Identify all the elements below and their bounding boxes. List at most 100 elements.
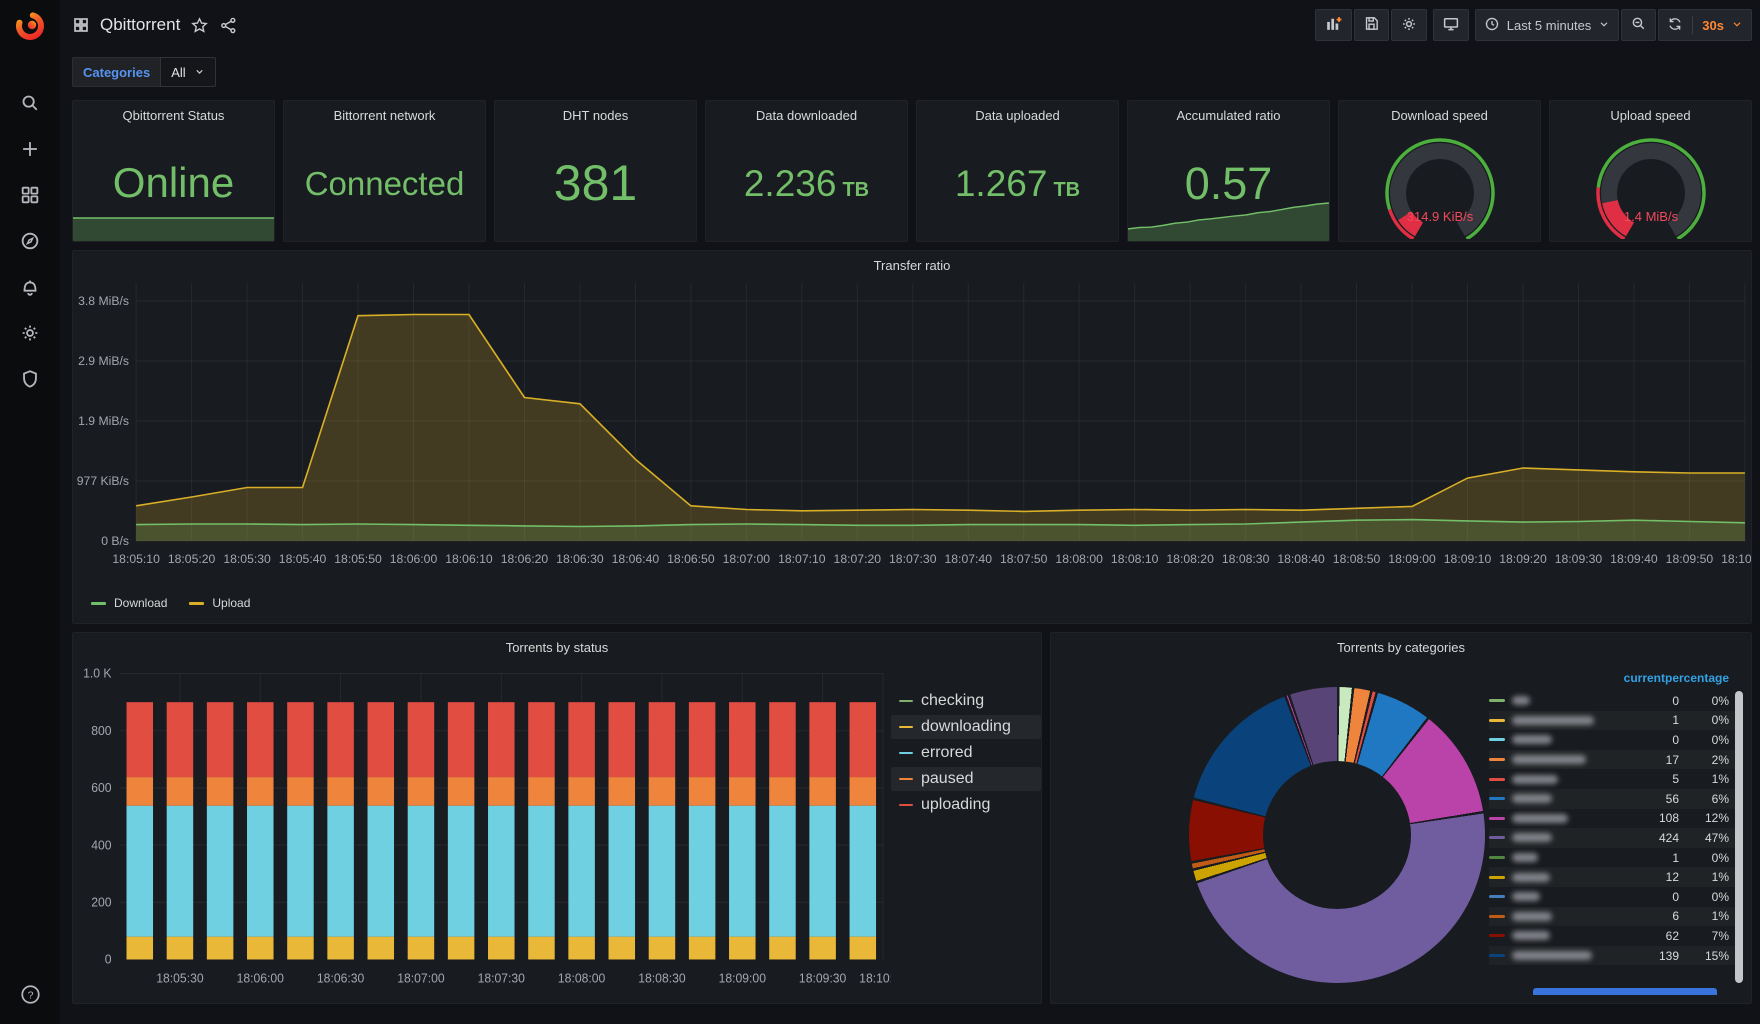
bar-segment-uploading[interactable] — [849, 702, 877, 778]
category-row[interactable]: 0 0% — [1489, 691, 1743, 711]
bar-segment-uploading[interactable] — [648, 702, 676, 778]
bar-segment-paused[interactable] — [648, 777, 676, 806]
add-panel-button[interactable] — [1314, 9, 1352, 41]
category-row[interactable]: 62 7% — [1489, 926, 1743, 946]
bar-segment-downloading[interactable] — [247, 936, 274, 960]
bar-segment-errored[interactable] — [769, 805, 796, 937]
refresh-button[interactable]: 30s — [1658, 9, 1752, 41]
bar-segment-downloading[interactable] — [126, 936, 154, 960]
bar-segment-downloading[interactable] — [166, 936, 194, 960]
bar-segment-uploading[interactable] — [608, 702, 636, 778]
sidebar-item-server-admin[interactable] — [10, 368, 50, 394]
bar-segment-downloading[interactable] — [206, 936, 234, 960]
bar-segment-paused[interactable] — [206, 777, 234, 806]
bar-segment-uploading[interactable] — [166, 702, 194, 778]
favorite-star-icon[interactable] — [190, 16, 209, 35]
bar-segment-errored[interactable] — [327, 805, 354, 937]
bar-segment-errored[interactable] — [367, 805, 395, 937]
bar-segment-uploading[interactable] — [367, 702, 395, 778]
bar-segment-errored[interactable] — [849, 805, 877, 937]
panel-title[interactable]: Data downloaded — [755, 108, 858, 123]
bar-segment-errored[interactable] — [568, 805, 595, 937]
sidebar-item-dashboards[interactable] — [10, 184, 50, 210]
table-scrollbar[interactable] — [1735, 691, 1743, 983]
panel-title[interactable]: Download speed — [1391, 108, 1488, 123]
category-row[interactable]: 6 1% — [1489, 907, 1743, 927]
category-row[interactable]: 56 6% — [1489, 789, 1743, 809]
bar-segment-paused[interactable] — [849, 777, 877, 806]
bar-segment-paused[interactable] — [247, 777, 274, 806]
panel-title[interactable]: Bittorrent network — [333, 108, 436, 123]
bar-segment-errored[interactable] — [206, 805, 234, 937]
panel-title[interactable]: Accumulated ratio — [1176, 108, 1281, 123]
bar-segment-downloading[interactable] — [648, 936, 676, 960]
bar-segment-paused[interactable] — [367, 777, 395, 806]
bar-segment-uploading[interactable] — [688, 702, 716, 778]
bar-segment-uploading[interactable] — [247, 702, 274, 778]
sidebar-item-search[interactable] — [10, 92, 50, 118]
bar-segment-downloading[interactable] — [849, 936, 877, 960]
zoom-out-button[interactable] — [1621, 9, 1657, 41]
bar-segment-paused[interactable] — [769, 777, 796, 806]
bar-segment-paused[interactable] — [287, 777, 314, 806]
share-icon[interactable] — [219, 16, 238, 35]
bar-segment-errored[interactable] — [528, 805, 555, 937]
panel-title[interactable]: Torrents by status — [505, 640, 609, 655]
legend-item-checking[interactable]: checking — [891, 689, 1041, 713]
bar-segment-downloading[interactable] — [447, 936, 475, 960]
bar-segment-errored[interactable] — [126, 805, 154, 937]
panel-title[interactable]: Torrents by categories — [1337, 640, 1465, 655]
table-bottom-scroll-indicator[interactable] — [1533, 988, 1717, 995]
bar-segment-uploading[interactable] — [769, 702, 796, 778]
bar-segment-downloading[interactable] — [407, 936, 435, 960]
sidebar-item-explore[interactable] — [10, 230, 50, 256]
category-row[interactable]: 1 0% — [1489, 848, 1743, 868]
sidebar-item-configuration[interactable] — [10, 322, 50, 348]
sidebar-item-alerting[interactable] — [10, 276, 50, 302]
category-row[interactable]: 17 2% — [1489, 750, 1743, 770]
bar-segment-paused[interactable] — [688, 777, 716, 806]
time-range-picker[interactable]: Last 5 minutes — [1474, 9, 1620, 41]
bar-segment-downloading[interactable] — [769, 936, 796, 960]
sidebar-item-help[interactable]: ? — [10, 984, 50, 1010]
dashboard-apps-icon[interactable] — [72, 16, 90, 34]
category-row[interactable]: 1 0% — [1489, 711, 1743, 731]
bar-segment-uploading[interactable] — [206, 702, 234, 778]
dashboard-settings-button[interactable] — [1390, 9, 1427, 41]
bar-segment-uploading[interactable] — [447, 702, 475, 778]
bar-segment-downloading[interactable] — [608, 936, 636, 960]
bar-segment-downloading[interactable] — [809, 936, 836, 960]
table-header-percentage[interactable]: percentage — [1665, 671, 1730, 685]
bar-segment-paused[interactable] — [528, 777, 555, 806]
grafana-logo[interactable] — [12, 8, 48, 44]
bar-segment-uploading[interactable] — [126, 702, 154, 778]
bar-segment-paused[interactable] — [126, 777, 154, 806]
bar-segment-errored[interactable] — [287, 805, 314, 937]
bar-segment-uploading[interactable] — [488, 702, 515, 778]
bar-segment-errored[interactable] — [247, 805, 274, 937]
panel-title[interactable]: Transfer ratio — [873, 258, 951, 273]
bar-segment-errored[interactable] — [447, 805, 475, 937]
cycle-view-button[interactable] — [1432, 9, 1469, 41]
bar-segment-downloading[interactable] — [688, 936, 716, 960]
bar-segment-errored[interactable] — [488, 805, 515, 937]
category-row[interactable]: 5 1% — [1489, 769, 1743, 789]
bar-segment-errored[interactable] — [608, 805, 636, 937]
bar-segment-paused[interactable] — [166, 777, 194, 806]
panel-title[interactable]: Data uploaded — [975, 108, 1060, 123]
categories-variable-label[interactable]: Categories — [72, 57, 161, 87]
panel-title[interactable]: DHT nodes — [562, 108, 629, 123]
bar-segment-uploading[interactable] — [568, 702, 595, 778]
save-dashboard-button[interactable] — [1353, 9, 1389, 41]
bar-segment-paused[interactable] — [729, 777, 756, 806]
bar-segment-downloading[interactable] — [287, 936, 314, 960]
bar-segment-uploading[interactable] — [729, 702, 756, 778]
bar-segment-errored[interactable] — [407, 805, 435, 937]
legend-item-errored[interactable]: errored — [891, 741, 1041, 765]
bar-segment-downloading[interactable] — [729, 936, 756, 960]
bar-segment-uploading[interactable] — [407, 702, 435, 778]
bar-segment-errored[interactable] — [166, 805, 194, 937]
panel-title[interactable]: Qbittorrent Status — [122, 108, 225, 123]
bar-segment-downloading[interactable] — [327, 936, 354, 960]
bar-segment-paused[interactable] — [608, 777, 636, 806]
